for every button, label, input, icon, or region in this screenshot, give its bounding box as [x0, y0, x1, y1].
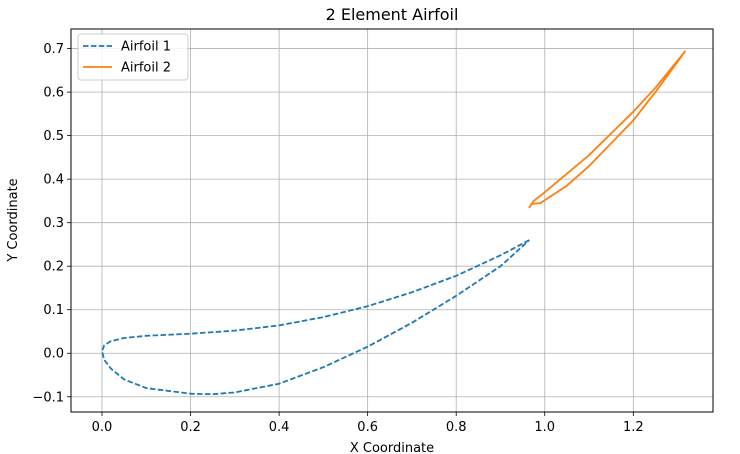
x-tick-label: 0.8	[446, 420, 467, 435]
plot-series	[101, 50, 687, 396]
y-tick-label: 0.7	[43, 42, 64, 57]
plot-frame	[70, 28, 714, 413]
grid	[71, 29, 713, 412]
y-tick-label: 0.5	[43, 129, 64, 144]
legend-box	[77, 33, 189, 81]
x-tick-label: 1.2	[623, 420, 644, 435]
x-tick-label: 0.6	[357, 420, 378, 435]
y-tick-label: 0.6	[43, 86, 64, 101]
x-tick-label: 0.4	[269, 420, 290, 435]
legend: Airfoil 1 Airfoil 2	[77, 33, 189, 81]
y-tick-label: 0.3	[43, 216, 64, 231]
y-tick-label: 0.0	[43, 347, 64, 362]
x-axis-title: X Coordinate	[350, 441, 434, 454]
y-tick-label: −0.1	[32, 390, 64, 405]
legend-label: Airfoil 2	[121, 61, 171, 76]
axis-ticks: 0.0 0.2 0.4 0.6 0.8 1.0 1.2 −0.1 0.0 0.1 0.2 0.3 0.4…	[32, 42, 643, 435]
chart-title: 2 Element Airfoil	[326, 5, 459, 24]
x-tick-label: 0.2	[180, 420, 201, 435]
x-tick-label: 0.0	[92, 420, 113, 435]
y-tick-label: 0.2	[43, 260, 64, 275]
series-line	[528, 50, 687, 209]
y-axis-title: Y Coordinate	[6, 178, 21, 262]
y-tick-label: 0.1	[43, 303, 64, 318]
y-tick-label: 0.4	[43, 173, 64, 188]
legend-label: Airfoil 1	[121, 40, 171, 55]
series-line	[101, 239, 530, 396]
x-tick-label: 1.0	[534, 420, 555, 435]
